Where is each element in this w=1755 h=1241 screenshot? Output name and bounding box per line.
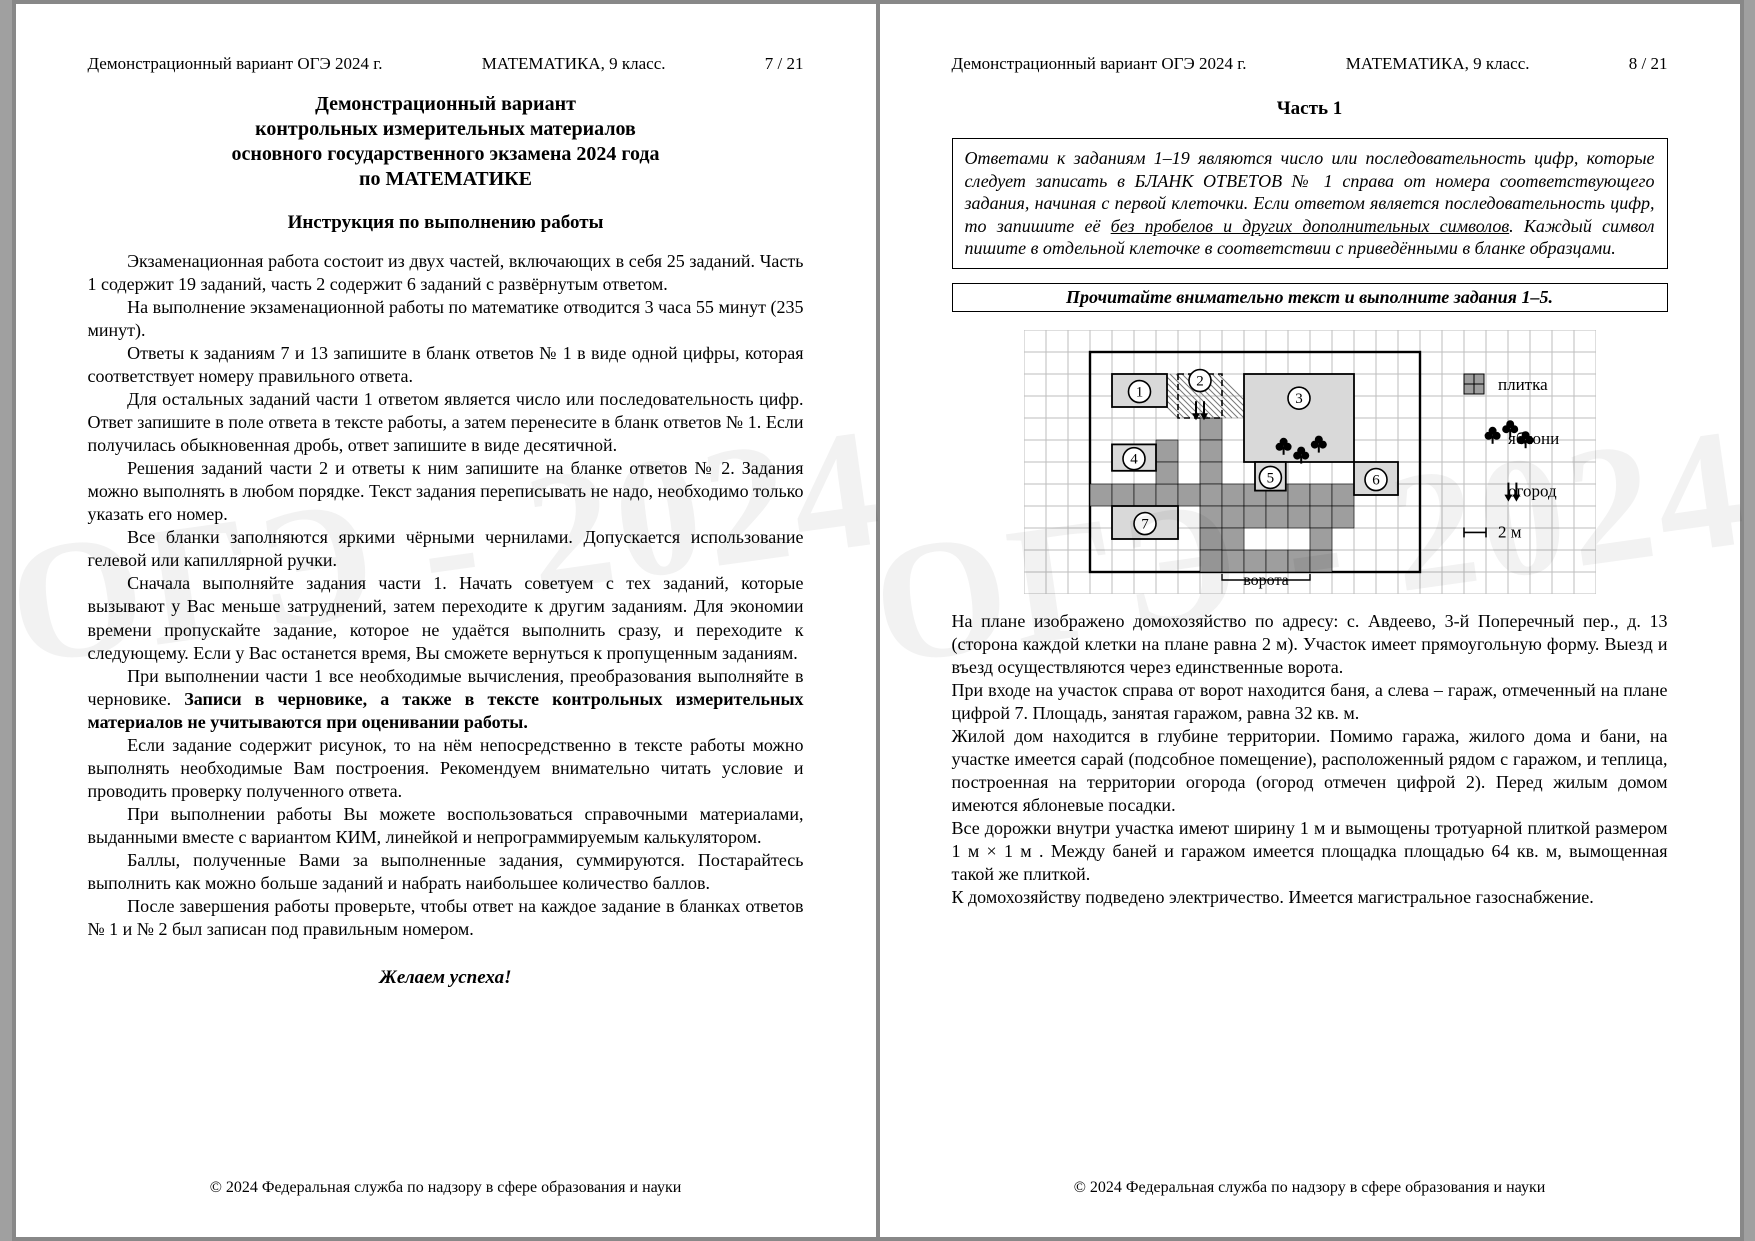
para: Все бланки заполняются яркими чёрными че…	[88, 526, 804, 572]
spread: ОГЭ - 2024 Демонстрационный вариант ОГЭ …	[12, 0, 1744, 1241]
svg-text:4: 4	[1130, 451, 1138, 467]
para: При входе на участок справа от ворот нах…	[952, 679, 1668, 725]
svg-text:яблони: яблони	[1508, 429, 1559, 448]
para: Все дорожки внутри участка имеют ширину …	[952, 817, 1668, 886]
para: На выполнение экзаменационной работы по …	[88, 296, 804, 342]
para: Экзаменационная работа состоит из двух ч…	[88, 250, 804, 296]
svg-text:5: 5	[1266, 470, 1274, 486]
para: Решения заданий части 2 и ответы к ним з…	[88, 457, 804, 526]
para: Ответы к заданиям 7 и 13 запишите в блан…	[88, 342, 804, 388]
svg-text:7: 7	[1141, 516, 1149, 532]
title-line: по МАТЕМАТИКЕ	[88, 167, 804, 192]
hdr-left: Демонстрационный вариант ОГЭ 2024 г.	[952, 54, 1247, 74]
page-8: ОГЭ - 2024 Демонстрационный вариант ОГЭ …	[880, 4, 1740, 1237]
para: Жилой дом находится в глубине территории…	[952, 725, 1668, 817]
title-line: Демонстрационный вариант	[88, 92, 804, 117]
svg-text:ворота: ворота	[1243, 572, 1289, 589]
wish: Желаем успеха!	[88, 967, 804, 989]
page-header: Демонстрационный вариант ОГЭ 2024 г. МАТ…	[88, 54, 804, 74]
svg-text:плитка: плитка	[1498, 375, 1548, 394]
instr-underline: без пробелов и других дополнительных сим…	[1111, 216, 1510, 236]
para: После завершения работы проверьте, чтобы…	[88, 895, 804, 941]
hdr-page: 7 / 21	[765, 54, 804, 74]
para-bold-b: Записи в черновике, а также в тексте кон…	[88, 689, 804, 732]
para-bold: При выполнении части 1 все необходимые в…	[88, 665, 804, 734]
page-7: ОГЭ - 2024 Демонстрационный вариант ОГЭ …	[16, 4, 876, 1237]
title-line: контрольных измерительных материалов	[88, 117, 804, 142]
hdr-left: Демонстрационный вариант ОГЭ 2024 г.	[88, 54, 383, 74]
para: Для остальных заданий части 1 ответом яв…	[88, 388, 804, 457]
task-strip: Прочитайте внимательно текст и выполните…	[952, 283, 1668, 312]
svg-text:огород: огород	[1508, 481, 1557, 500]
plan-diagram-wrap: 2 1 3 4 5 6 7 ворота плитка яблони огород 2 м	[952, 330, 1668, 594]
page-footer: © 2024 Федеральная служба по надзору в с…	[952, 1165, 1668, 1197]
para: На плане изображено домохозяйство по адр…	[952, 610, 1668, 679]
doc-title: Демонстрационный вариант контрольных изм…	[88, 92, 804, 192]
svg-text:1: 1	[1135, 384, 1143, 400]
part-title: Часть 1	[952, 98, 1668, 120]
hdr-center: МАТЕМАТИКА, 9 класс.	[1346, 54, 1530, 74]
para: Если задание содержит рисунок, то на нём…	[88, 734, 804, 803]
page-footer: © 2024 Федеральная служба по надзору в с…	[88, 1165, 804, 1197]
svg-text:2 м: 2 м	[1498, 522, 1522, 541]
plan-diagram: 2 1 3 4 5 6 7 ворота плитка яблони огород 2 м	[1024, 330, 1596, 594]
para: К домохозяйству подведено электричество.…	[952, 886, 1668, 909]
hdr-center: МАТЕМАТИКА, 9 класс.	[482, 54, 666, 74]
title-line: основного государственного экзамена 2024…	[88, 142, 804, 167]
svg-text:6: 6	[1372, 472, 1380, 488]
svg-text:2: 2	[1196, 373, 1204, 389]
svg-text:3: 3	[1295, 391, 1303, 407]
para: Сначала выполняйте задания части 1. Нача…	[88, 572, 804, 664]
page-header: Демонстрационный вариант ОГЭ 2024 г. МАТ…	[952, 54, 1668, 74]
para: При выполнении работы Вы можете воспольз…	[88, 803, 804, 849]
instruction-box: Ответами к заданиям 1–19 являются число …	[952, 138, 1668, 269]
para: Баллы, полученные Вами за выполненные за…	[88, 849, 804, 895]
hdr-page: 8 / 21	[1629, 54, 1668, 74]
doc-subtitle: Инструкция по выполнению работы	[88, 212, 804, 234]
